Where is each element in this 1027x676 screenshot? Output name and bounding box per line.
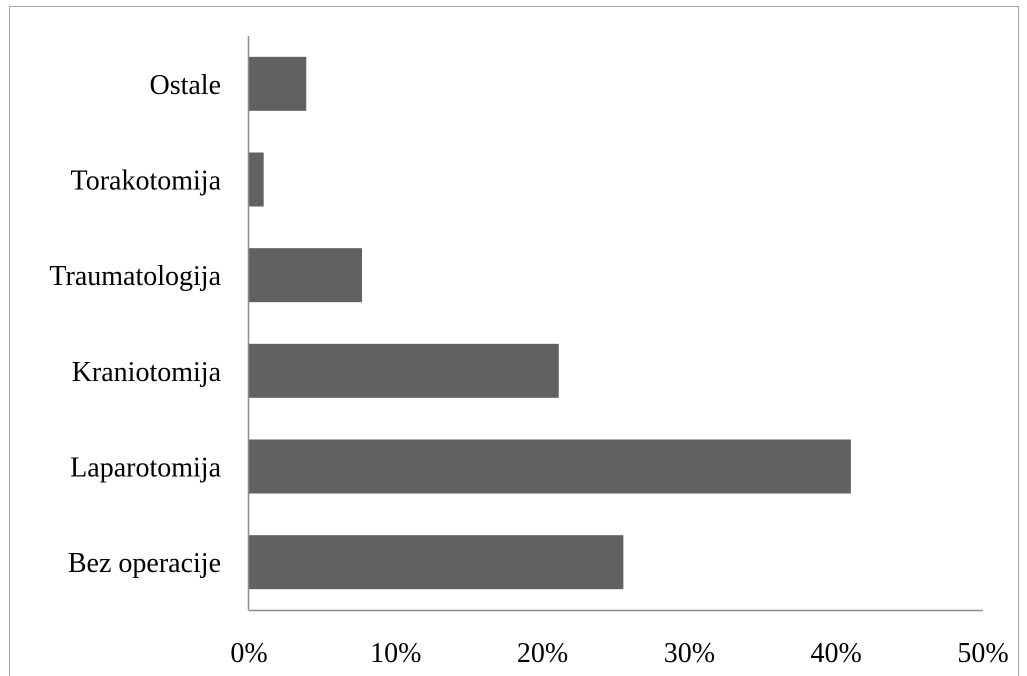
category-label-bez-operacije: Bez operacije [68, 548, 221, 579]
bar-kraniotomija [249, 343, 559, 398]
category-label-torakotomija: Torakotomija [71, 166, 222, 197]
bar-bez-operacije [249, 535, 624, 590]
bar-torakotomija [249, 152, 264, 207]
category-labels: Bez operacije Laparotomija Kraniotomija Tra… [49, 70, 221, 579]
bars-group [249, 56, 851, 590]
category-label-laparotomija: Laparotomija [70, 453, 221, 484]
category-label-ostale: Ostale [149, 70, 221, 101]
chart-frame [9, 6, 1019, 676]
x-tick-label: 50% [957, 638, 1008, 669]
x-tick-label: 30% [664, 638, 715, 669]
bar-laparotomija [249, 439, 851, 494]
x-tick-label: 20% [517, 638, 568, 669]
category-label-traumatologija: Traumatologija [49, 261, 221, 292]
category-label-kraniotomija: Kraniotomija [72, 357, 222, 388]
x-tick-label: 0% [230, 638, 267, 669]
x-tick-label: 10% [370, 638, 421, 669]
bar-traumatologija [249, 248, 363, 303]
x-axis-ticks: 0% 10% 20% 30% 40% 50% [230, 638, 1008, 669]
bar-ostale [249, 56, 307, 111]
x-tick-label: 40% [811, 638, 862, 669]
